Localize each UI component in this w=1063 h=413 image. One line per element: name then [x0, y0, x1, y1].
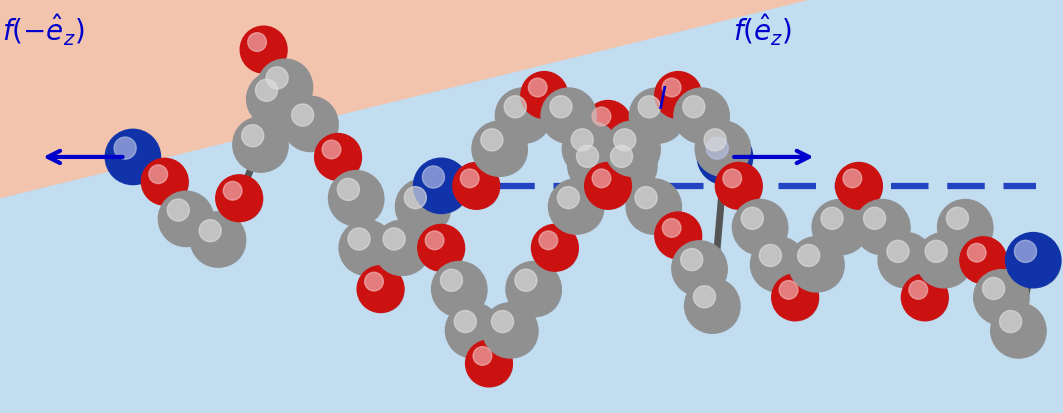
Ellipse shape — [635, 93, 685, 143]
Ellipse shape — [585, 100, 631, 147]
Ellipse shape — [216, 175, 263, 222]
Ellipse shape — [759, 244, 781, 266]
Ellipse shape — [662, 218, 681, 237]
Ellipse shape — [460, 169, 479, 188]
Ellipse shape — [361, 270, 404, 312]
Ellipse shape — [257, 59, 313, 114]
Ellipse shape — [1006, 233, 1061, 288]
Ellipse shape — [383, 228, 405, 250]
Ellipse shape — [422, 166, 444, 188]
Ellipse shape — [432, 261, 487, 317]
Ellipse shape — [946, 207, 968, 229]
Ellipse shape — [539, 231, 558, 250]
Ellipse shape — [690, 283, 740, 333]
Ellipse shape — [685, 278, 740, 333]
Ellipse shape — [348, 228, 370, 250]
Ellipse shape — [240, 26, 287, 73]
Ellipse shape — [573, 142, 623, 192]
Ellipse shape — [504, 96, 526, 118]
Ellipse shape — [613, 129, 636, 151]
Ellipse shape — [315, 133, 361, 180]
Ellipse shape — [546, 93, 596, 143]
Ellipse shape — [453, 162, 500, 209]
Ellipse shape — [999, 311, 1022, 332]
Ellipse shape — [480, 129, 503, 151]
Ellipse shape — [554, 184, 604, 234]
Ellipse shape — [445, 303, 501, 358]
Ellipse shape — [982, 278, 1005, 299]
Ellipse shape — [291, 104, 314, 126]
Ellipse shape — [679, 93, 729, 143]
Ellipse shape — [365, 272, 384, 291]
Ellipse shape — [812, 199, 867, 255]
Ellipse shape — [451, 308, 501, 358]
Ellipse shape — [511, 266, 561, 316]
Ellipse shape — [576, 145, 598, 167]
Ellipse shape — [779, 280, 798, 299]
Ellipse shape — [855, 199, 910, 255]
Ellipse shape — [440, 269, 462, 291]
Ellipse shape — [863, 207, 885, 229]
Ellipse shape — [241, 125, 264, 147]
Ellipse shape — [797, 244, 820, 266]
Ellipse shape — [536, 229, 578, 271]
Ellipse shape — [701, 126, 750, 176]
Ellipse shape — [114, 137, 136, 159]
Ellipse shape — [704, 129, 726, 151]
Ellipse shape — [374, 220, 429, 275]
Ellipse shape — [248, 33, 267, 52]
Ellipse shape — [501, 93, 551, 143]
Ellipse shape — [263, 64, 313, 114]
Ellipse shape — [938, 199, 993, 255]
Ellipse shape — [252, 76, 302, 126]
Ellipse shape — [629, 88, 685, 143]
Polygon shape — [0, 0, 808, 198]
Ellipse shape — [322, 140, 341, 159]
Ellipse shape — [506, 261, 561, 317]
Ellipse shape — [901, 274, 948, 321]
Ellipse shape — [164, 196, 214, 246]
Ellipse shape — [255, 79, 277, 101]
Ellipse shape — [741, 207, 763, 229]
Ellipse shape — [528, 78, 547, 97]
Ellipse shape — [470, 344, 512, 386]
Ellipse shape — [909, 280, 928, 299]
Ellipse shape — [220, 179, 263, 221]
Ellipse shape — [732, 199, 788, 255]
Ellipse shape — [677, 246, 727, 296]
Ellipse shape — [906, 278, 948, 320]
Ellipse shape — [922, 237, 972, 287]
Ellipse shape — [105, 129, 161, 185]
Ellipse shape — [925, 240, 947, 262]
Ellipse shape — [589, 105, 631, 147]
Ellipse shape — [996, 308, 1046, 358]
Ellipse shape — [720, 167, 762, 209]
Ellipse shape — [659, 216, 702, 258]
Ellipse shape — [514, 269, 537, 291]
Ellipse shape — [715, 162, 762, 209]
Ellipse shape — [789, 237, 844, 292]
Ellipse shape — [756, 242, 806, 292]
Ellipse shape — [974, 270, 1029, 325]
Ellipse shape — [659, 76, 702, 118]
Ellipse shape — [521, 71, 568, 119]
Ellipse shape — [337, 178, 359, 200]
Ellipse shape — [357, 266, 404, 313]
Ellipse shape — [196, 217, 246, 267]
Ellipse shape — [960, 237, 1007, 284]
Ellipse shape — [339, 220, 394, 275]
Ellipse shape — [1011, 237, 1061, 287]
Ellipse shape — [607, 142, 657, 192]
Ellipse shape — [602, 138, 657, 193]
Ellipse shape — [557, 187, 579, 209]
Ellipse shape — [589, 167, 631, 209]
Ellipse shape — [703, 134, 753, 184]
Ellipse shape — [491, 311, 513, 332]
Ellipse shape — [541, 88, 596, 143]
Ellipse shape — [967, 243, 986, 262]
Ellipse shape — [199, 220, 221, 242]
Ellipse shape — [706, 137, 728, 159]
Ellipse shape — [674, 88, 729, 143]
Ellipse shape — [473, 347, 492, 366]
